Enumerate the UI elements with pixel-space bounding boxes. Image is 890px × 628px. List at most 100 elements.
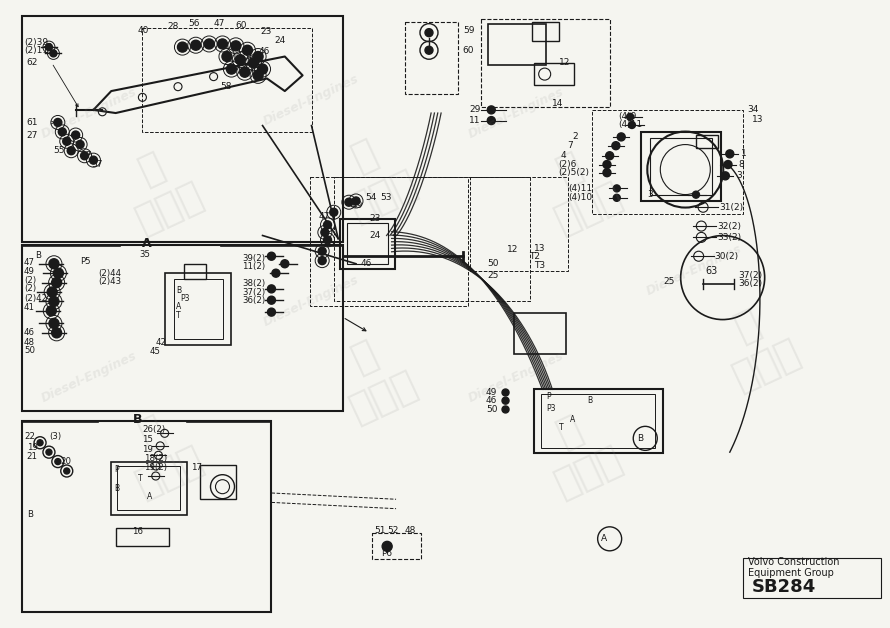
- Text: 60: 60: [463, 46, 474, 55]
- Text: 37(2): 37(2): [242, 288, 265, 296]
- Text: A: A: [147, 492, 152, 501]
- Text: 12: 12: [559, 58, 570, 67]
- Circle shape: [382, 541, 392, 551]
- Text: A: A: [176, 302, 182, 311]
- Text: 31(2): 31(2): [719, 203, 743, 212]
- Text: 14: 14: [552, 99, 563, 108]
- Circle shape: [272, 269, 279, 277]
- Circle shape: [603, 169, 611, 176]
- Text: (4)11: (4)11: [568, 184, 592, 193]
- Text: 4: 4: [561, 151, 566, 160]
- Bar: [22, 421, 271, 612]
- Text: 32(2): 32(2): [717, 222, 741, 230]
- Text: Equipment Group: Equipment Group: [748, 568, 833, 578]
- Text: (2): (2): [24, 276, 36, 285]
- Bar: [514, 313, 566, 354]
- Text: 19(2): 19(2): [144, 463, 167, 472]
- Text: (4)9: (4)9: [619, 112, 637, 121]
- Text: 50: 50: [24, 346, 35, 355]
- Text: B: B: [587, 396, 593, 405]
- Bar: [534, 63, 574, 85]
- Text: Diesel-Engines: Diesel-Engines: [39, 349, 139, 404]
- Bar: [488, 24, 546, 65]
- Bar: [22, 16, 343, 242]
- Text: 59: 59: [463, 26, 474, 35]
- Text: 28: 28: [167, 22, 179, 31]
- Circle shape: [248, 58, 259, 68]
- Circle shape: [319, 247, 326, 255]
- Text: 27: 27: [27, 131, 38, 139]
- Circle shape: [603, 161, 611, 168]
- Text: 57: 57: [92, 160, 103, 169]
- Text: 63: 63: [706, 266, 718, 276]
- Circle shape: [46, 449, 52, 455]
- Circle shape: [217, 39, 228, 49]
- Text: 柴
发动力: 柴 发动力: [111, 400, 209, 504]
- Circle shape: [226, 64, 237, 74]
- Text: 12: 12: [507, 246, 519, 254]
- Circle shape: [46, 306, 56, 316]
- Bar: [116, 528, 169, 546]
- Circle shape: [268, 285, 275, 293]
- Text: 35: 35: [140, 250, 150, 259]
- Text: 26(2): 26(2): [142, 425, 166, 434]
- Circle shape: [502, 389, 509, 396]
- Text: B: B: [637, 434, 643, 443]
- Text: 55: 55: [53, 146, 65, 155]
- Circle shape: [49, 318, 59, 328]
- Text: SB284: SB284: [752, 578, 816, 596]
- Bar: [534, 389, 663, 453]
- Bar: [541, 394, 655, 448]
- Circle shape: [52, 328, 61, 338]
- Circle shape: [613, 194, 620, 202]
- Circle shape: [425, 46, 433, 54]
- Text: P3: P3: [180, 294, 190, 303]
- Text: P: P: [114, 465, 118, 474]
- Circle shape: [319, 257, 326, 264]
- Circle shape: [722, 172, 729, 180]
- Circle shape: [612, 142, 619, 149]
- Circle shape: [72, 131, 79, 139]
- Circle shape: [77, 141, 84, 148]
- Circle shape: [330, 208, 337, 216]
- Text: Diesel-Engines: Diesel-Engines: [644, 242, 744, 298]
- Text: 54: 54: [365, 193, 376, 202]
- Bar: [743, 558, 881, 598]
- Text: 37(2): 37(2): [739, 271, 763, 279]
- Circle shape: [618, 133, 625, 141]
- Text: 28: 28: [242, 63, 254, 72]
- Circle shape: [268, 296, 275, 304]
- Text: T: T: [176, 311, 181, 320]
- Text: T2: T2: [530, 252, 540, 261]
- Circle shape: [204, 39, 214, 49]
- Circle shape: [47, 287, 57, 297]
- Text: 48: 48: [24, 338, 35, 347]
- Text: T3: T3: [534, 261, 545, 269]
- Text: 61: 61: [27, 118, 38, 127]
- Circle shape: [627, 113, 634, 121]
- Text: A: A: [142, 237, 151, 250]
- Text: 27: 27: [80, 151, 92, 160]
- Bar: [696, 135, 718, 148]
- Text: 1: 1: [740, 149, 746, 158]
- Text: 17: 17: [191, 463, 202, 472]
- Text: (4)10: (4)10: [568, 193, 592, 202]
- Circle shape: [724, 161, 732, 168]
- Text: 36(2): 36(2): [242, 296, 265, 305]
- Text: 16: 16: [132, 527, 142, 536]
- Circle shape: [231, 41, 241, 51]
- Text: Diesel-Engines: Diesel-Engines: [466, 349, 566, 404]
- Bar: [184, 264, 206, 279]
- Text: 柴
发动力: 柴 发动力: [325, 124, 423, 228]
- Bar: [347, 223, 388, 264]
- Text: 48: 48: [405, 526, 417, 535]
- Bar: [165, 273, 231, 345]
- Text: 19: 19: [27, 443, 37, 452]
- Circle shape: [253, 51, 263, 62]
- Text: (2)44: (2)44: [98, 269, 121, 278]
- Text: P: P: [546, 392, 551, 401]
- Text: 13: 13: [752, 115, 764, 124]
- Text: (2)43: (2)43: [98, 277, 121, 286]
- Text: (2)11: (2)11: [24, 46, 48, 55]
- Circle shape: [324, 236, 331, 244]
